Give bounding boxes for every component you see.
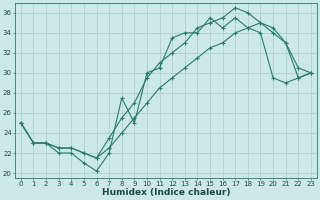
X-axis label: Humidex (Indice chaleur): Humidex (Indice chaleur) [102, 188, 230, 197]
